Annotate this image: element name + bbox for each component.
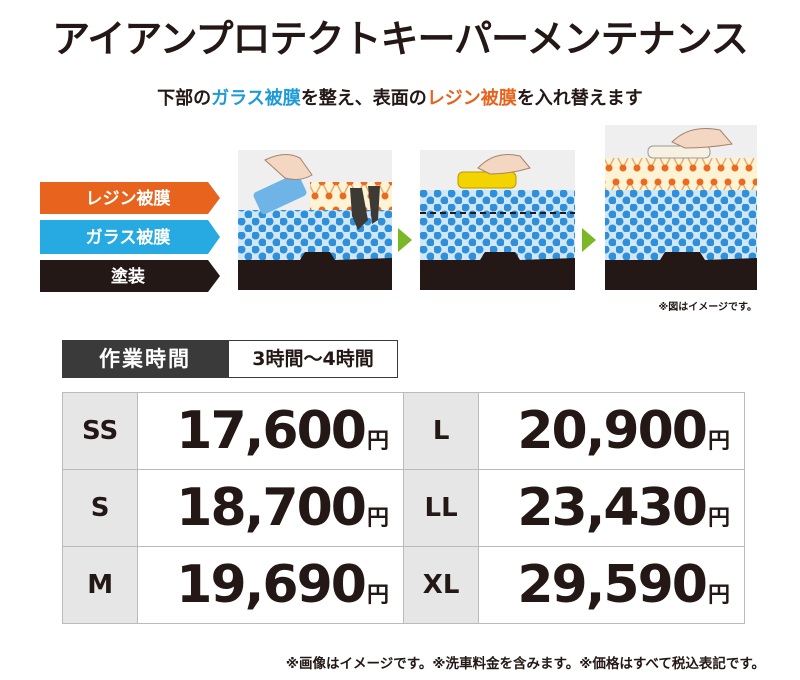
size-cell: LL (402, 469, 480, 547)
panel-before (238, 150, 392, 290)
panel-remove (420, 150, 575, 290)
panel-remove-shape (477, 154, 531, 175)
price-unit: 円 (366, 506, 389, 531)
footnote: ※画像はイメージです。※洗車料金を含みます。※価格はすべて税込表記です。 (285, 656, 765, 672)
work-time-label: 作業時間 (62, 340, 228, 378)
layer-labels-shape (40, 220, 220, 254)
layer-labels: レジン被膜 ガラス被膜 塗装 (40, 182, 220, 292)
subtitle-text: を入れ替えます (516, 88, 643, 109)
subtitle-highlight: ガラス被膜 (211, 88, 301, 109)
price-unit: 円 (366, 429, 389, 454)
subtitle-text: 下部の (157, 88, 212, 109)
price-amount: 17,600 (176, 401, 367, 461)
layer-label: 塗装 (111, 266, 145, 287)
layer-label: レジン被膜 (86, 188, 171, 209)
panel-after-shape (605, 252, 757, 290)
price-cell: 19,690円 (137, 546, 404, 624)
panel-after-shape (605, 158, 757, 192)
price-unit: 円 (707, 583, 730, 608)
price-amount: 19,690 (176, 555, 367, 615)
panel-remove-shape (420, 252, 575, 290)
size-cell: SS (61, 392, 139, 470)
panel-after-shape (647, 145, 711, 159)
size-cell: L (402, 392, 480, 470)
price-row: SS 17,600円 L 20,900円 (61, 392, 745, 470)
work-time-value: 3時間〜4時間 (228, 340, 398, 378)
price-cell: 20,900円 (478, 392, 745, 470)
diagram: レジン被膜 ガラス被膜 塗装 (40, 125, 757, 292)
subtitle-highlight: レジン被膜 (426, 88, 517, 109)
panel-before-shape (238, 252, 392, 290)
panel-before-shape (264, 154, 313, 180)
subtitle: 下部のガラス被膜を整え、表面のレジン被膜を入れ替えます (0, 84, 800, 110)
title: アイアンプロテクトキーパーメンテナンス (52, 17, 749, 61)
price-table: SS 17,600円 L 20,900円 S 18,700円 LL 23,430円 M 19,69… (61, 392, 745, 624)
price-amount: 23,430 (517, 478, 708, 538)
panel-before-shape (253, 173, 307, 215)
diagram-shape (398, 232, 402, 248)
size-cell: M (61, 546, 139, 624)
price-cell: 17,600円 (137, 392, 404, 470)
layer-labels-shape (40, 182, 220, 214)
size-cell: S (61, 469, 139, 547)
layer-label: ガラス被膜 (86, 227, 171, 248)
price-unit: 円 (707, 429, 730, 454)
price-row: M 19,690円 XL 29,590円 (61, 546, 745, 624)
panel-before-shape (350, 188, 368, 230)
size-cell: XL (402, 546, 480, 624)
price-row: S 18,700円 LL 23,430円 (61, 469, 745, 547)
panel-remove-shape (457, 171, 517, 189)
price-amount: 18,700 (176, 478, 367, 538)
diagram-note: ※図はイメージです。 (658, 302, 757, 313)
price-cell: 29,590円 (478, 546, 745, 624)
panel-after-shape (671, 128, 733, 149)
price-amount: 20,900 (517, 401, 708, 461)
panel-after (605, 125, 757, 290)
price-unit: 円 (366, 583, 389, 608)
price-cell: 23,430円 (478, 469, 745, 547)
panel-before-shape (368, 186, 380, 224)
price-amount: 29,590 (517, 555, 708, 615)
subtitle-text: を整え、表面の (300, 88, 427, 109)
price-cell: 18,700円 (137, 469, 404, 547)
diagram-shape (582, 228, 596, 252)
layer-labels-shape (40, 260, 220, 292)
price-unit: 円 (707, 506, 730, 531)
